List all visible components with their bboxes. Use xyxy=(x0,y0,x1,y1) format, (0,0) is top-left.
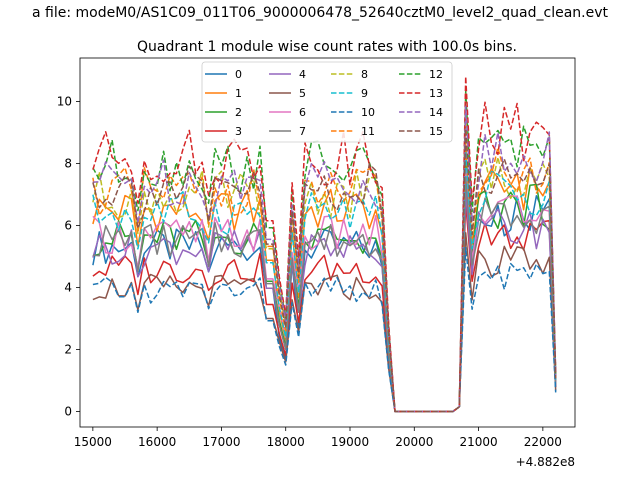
plot-frame xyxy=(79,57,576,428)
y-tick-label: 4 xyxy=(64,280,72,294)
y-tick-label: 6 xyxy=(64,218,72,232)
legend-label-12: 12 xyxy=(429,68,443,81)
x-offset-label: +4.882e8 xyxy=(516,455,575,469)
series-line-9 xyxy=(92,150,557,413)
x-tick-label: 16000 xyxy=(138,435,176,449)
legend-label-11: 11 xyxy=(361,125,375,138)
x-tick-label: 22000 xyxy=(524,435,562,449)
legend-label-9: 9 xyxy=(361,87,368,100)
series-line-5 xyxy=(92,232,557,413)
legend-box xyxy=(201,61,453,143)
x-tick-label: 21000 xyxy=(459,435,497,449)
series-line-15 xyxy=(92,127,557,413)
legend-label-8: 8 xyxy=(361,68,368,81)
x-tick-label: 17000 xyxy=(202,435,240,449)
y-tick-label: 2 xyxy=(64,342,72,356)
y-tick-label: 10 xyxy=(57,94,72,108)
legend-label-14: 14 xyxy=(429,106,443,119)
series-line-10 xyxy=(92,247,557,413)
legend-label-2: 2 xyxy=(235,106,242,119)
x-tick-label: 20000 xyxy=(395,435,433,449)
legend-label-1: 1 xyxy=(235,87,242,100)
legend-label-5: 5 xyxy=(299,87,306,100)
series-line-14 xyxy=(92,105,557,413)
legend-label-7: 7 xyxy=(299,125,306,138)
legend-label-10: 10 xyxy=(361,106,375,119)
legend-label-0: 0 xyxy=(235,68,242,81)
chart-suptitle: a file: modeM0/AS1C09_011T06_9000006478_… xyxy=(32,5,609,21)
legend-label-13: 13 xyxy=(429,87,443,100)
legend-label-6: 6 xyxy=(299,106,306,119)
y-tick-label: 8 xyxy=(64,156,72,170)
x-tick-label: 15000 xyxy=(74,435,112,449)
series-line-11 xyxy=(92,120,557,413)
x-tick-label: 18000 xyxy=(267,435,305,449)
legend-label-3: 3 xyxy=(235,125,242,138)
series-line-7 xyxy=(92,176,557,413)
series-line-12 xyxy=(92,90,557,413)
series-line-4 xyxy=(92,191,557,413)
chart-title: Quadrant 1 module wise count rates with … xyxy=(137,39,517,55)
x-tick-label: 19000 xyxy=(331,435,369,449)
series-line-3 xyxy=(92,202,557,413)
legend-label-4: 4 xyxy=(299,68,306,81)
series-line-13 xyxy=(92,75,557,413)
y-tick-label: 0 xyxy=(64,404,72,418)
legend-label-15: 15 xyxy=(429,125,443,138)
